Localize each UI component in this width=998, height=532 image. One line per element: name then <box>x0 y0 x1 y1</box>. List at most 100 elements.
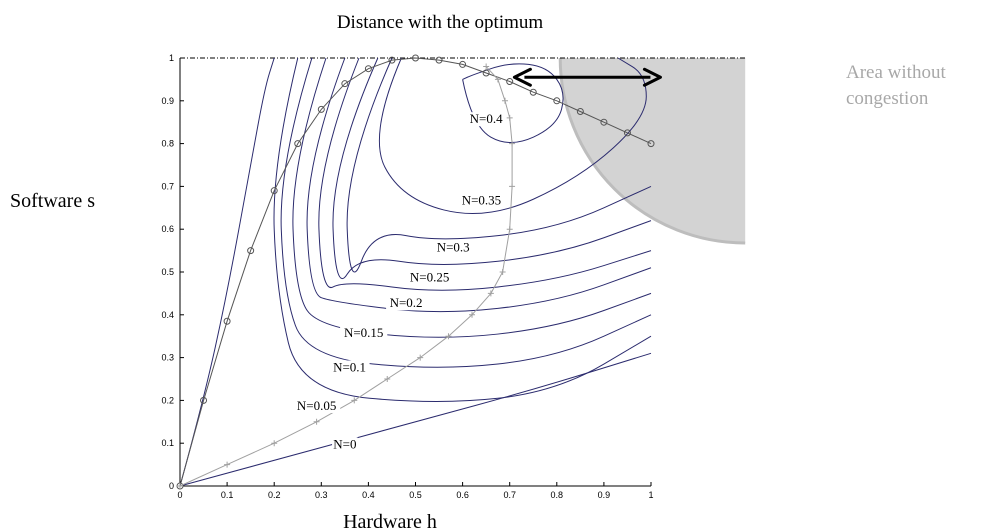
series-0-point <box>600 118 608 126</box>
chart-title: Distance with the optimum <box>337 12 544 33</box>
series-1-point <box>351 397 358 404</box>
y-tick-label: 0.8 <box>161 139 174 149</box>
series-1-point <box>487 290 494 297</box>
y-tick-label: 0.1 <box>161 438 174 448</box>
series-0-line <box>179 57 652 487</box>
contour-level-3 <box>292 57 652 338</box>
series-1-point <box>509 140 516 147</box>
series-1-point <box>509 183 516 190</box>
series-0-point <box>294 140 302 148</box>
series-0-point <box>388 56 396 64</box>
area-label-line1: Area without <box>846 62 946 83</box>
contour-label: N=0.15 <box>344 325 383 340</box>
contour-level-1 <box>273 57 652 402</box>
series-1-point <box>177 483 183 489</box>
distance-arrow-left-head <box>512 67 532 87</box>
contour-label: N=0 <box>333 436 356 451</box>
contour-n-0 <box>179 352 652 487</box>
series-1-point <box>224 461 231 468</box>
series-0-point <box>459 60 467 68</box>
series-1-point <box>499 269 506 275</box>
series-0-point <box>223 317 231 325</box>
contour-label: N=0.2 <box>390 295 423 310</box>
series-0-point <box>200 396 208 404</box>
series-1-point <box>469 311 476 318</box>
x-tick-label: 0.1 <box>221 490 234 500</box>
contour-label: N=0.35 <box>462 193 501 208</box>
y-tick-label: 0.9 <box>161 96 174 106</box>
contour-n-0-35 <box>378 57 647 214</box>
y-tick-label: 0.3 <box>161 353 174 363</box>
contour-n-0-4 <box>462 63 564 144</box>
series-0-point <box>647 140 655 148</box>
x-tick-label: 0.9 <box>598 490 611 500</box>
series-0-point <box>435 56 443 64</box>
congestion-area <box>560 58 746 243</box>
contour-label-bg <box>406 270 454 285</box>
y-tick-label: 0 <box>169 481 174 491</box>
contour-n-0-upper <box>179 57 275 487</box>
contour-label: N=0.3 <box>437 240 470 255</box>
series-1-point <box>313 418 320 425</box>
contour-level-4 <box>306 57 652 313</box>
contour-level-7 <box>346 57 652 273</box>
x-tick-label: 0.4 <box>362 490 375 500</box>
contour-level-2 <box>280 57 652 368</box>
series-0-point <box>482 69 490 77</box>
series-0-point <box>364 65 372 73</box>
x-axis-label: Hardware h <box>343 511 437 532</box>
series-0-point <box>553 97 561 105</box>
contour-level-6 <box>332 57 652 280</box>
x-tick-label: 0.7 <box>503 490 516 500</box>
contour-label: N=0.25 <box>410 270 449 285</box>
contour-level-5 <box>318 57 652 291</box>
series-0-point <box>247 247 255 255</box>
series-0-point <box>576 108 584 115</box>
contour-label-bg <box>457 193 506 208</box>
y-tick-label: 0.7 <box>161 181 174 191</box>
contour-label-bg <box>329 360 370 375</box>
y-tick-label: 1 <box>169 53 174 63</box>
y-tick-label: 0.4 <box>161 310 174 320</box>
series-1-point <box>445 333 452 340</box>
x-tick-label: 0.3 <box>315 490 328 500</box>
contour-label: N=0.05 <box>297 398 336 413</box>
series-1-point <box>506 226 513 233</box>
contour-label: N=0.4 <box>470 111 503 126</box>
series-0-point <box>270 187 278 195</box>
contour-label-bg <box>433 240 474 255</box>
series-1-point <box>384 376 391 382</box>
series-0-point <box>317 105 325 113</box>
series-0-point <box>341 80 349 88</box>
x-tick-label: 0.8 <box>551 490 564 500</box>
contour-label-bg <box>466 112 507 127</box>
series-0-point <box>412 54 419 62</box>
x-tick-label: 1 <box>648 490 653 500</box>
congestion-area-edge <box>558 57 746 245</box>
x-tick-label: 0.6 <box>456 490 469 500</box>
x-tick-label: 0 <box>177 490 182 500</box>
plot-area: 0 0.1 0.2 0.3 0.4 0.5 0.6 0.7 0.8 0.9 1 0 0.1 0.2 0.3 0… <box>161 53 746 500</box>
series-1-point <box>494 76 501 83</box>
contour-label-bg <box>292 398 341 413</box>
y-tick-label: 0.6 <box>161 224 174 234</box>
contour-label: N=0.1 <box>333 359 366 374</box>
series-1-point <box>417 354 424 361</box>
series-1-line <box>179 66 513 487</box>
contour-label-bg <box>340 326 388 341</box>
area-label-line2: congestion <box>846 88 929 109</box>
contour-label-bg <box>386 296 427 311</box>
series-0-point <box>506 78 514 86</box>
series-0-point <box>623 129 631 137</box>
x-tick-label: 0.5 <box>409 490 422 500</box>
y-axis-label: Software s <box>10 190 95 212</box>
y-tick-label: 0.2 <box>161 395 174 405</box>
series-1-point <box>271 440 278 447</box>
distance-arrow-right-head <box>642 67 662 87</box>
y-tick-label: 0.5 <box>161 267 174 277</box>
series-0-point <box>529 88 537 96</box>
contour-label-bg <box>332 437 358 452</box>
series-1-point <box>506 114 513 121</box>
x-tick-label: 0.2 <box>268 490 281 500</box>
